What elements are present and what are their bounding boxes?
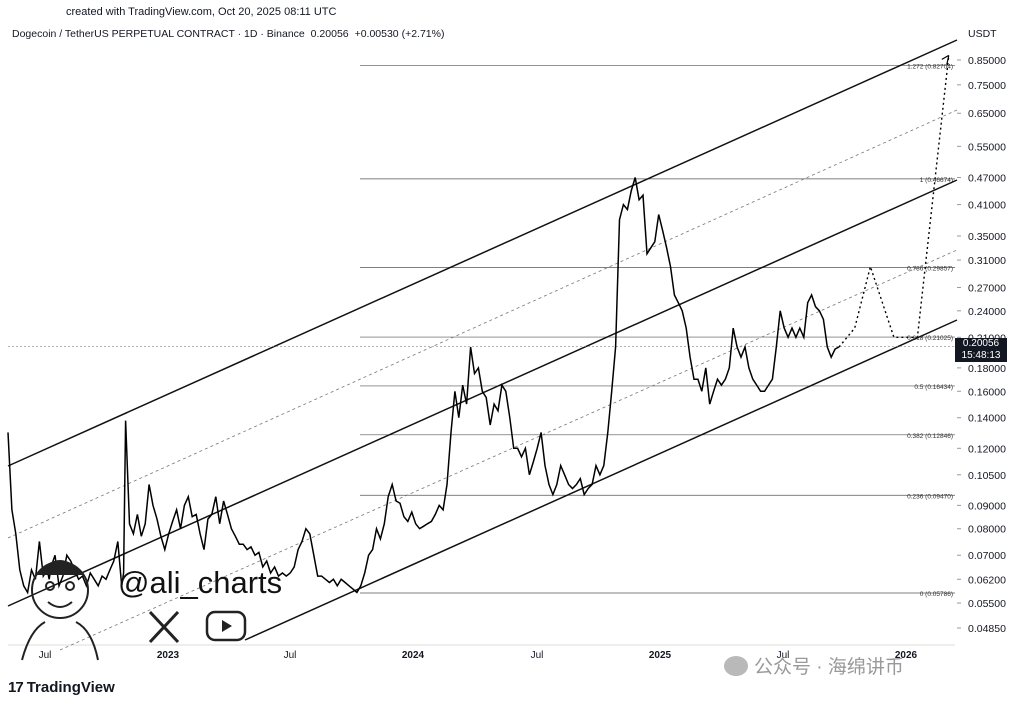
fib-level-label: 0.236 (0.09470) xyxy=(907,493,953,500)
y-tick-label: 0.04850 xyxy=(968,623,1006,635)
wechat-watermark: 公众号 · 海绵讲币 xyxy=(724,652,904,679)
y-tick-label: 0.06200 xyxy=(968,574,1006,586)
author-handle: @ali_charts xyxy=(118,565,283,600)
y-tick-label: 0.85000 xyxy=(968,55,1006,67)
price-line xyxy=(7,177,840,595)
y-tick-label: 0.24000 xyxy=(968,306,1006,318)
y-tick-label: 0.09000 xyxy=(968,500,1006,512)
x-tick-label: 2023 xyxy=(157,650,180,661)
symbol-header: Dogecoin / TetherUS PERPETUAL CONTRACT ·… xyxy=(12,28,447,40)
x-tick-label: 2025 xyxy=(649,650,672,661)
y-tick-label: 0.27000 xyxy=(968,282,1006,294)
y-tick-label: 0.05500 xyxy=(968,598,1006,610)
current-price-tag: 0.20056 15:48:13 xyxy=(955,338,1007,363)
y-tick-label: 0.31000 xyxy=(968,255,1006,267)
channel-lower xyxy=(244,319,958,641)
x-tick-label: 2026 xyxy=(895,650,918,661)
x-tick-label: Jul xyxy=(777,650,790,661)
wechat-icon xyxy=(724,655,748,676)
fib-level-label: 1 (0.46674) xyxy=(920,177,953,184)
fib-level-label: 0.382 (0.12846) xyxy=(907,433,953,440)
y-tick-label: 0.75000 xyxy=(968,80,1006,92)
current-price-value: 0.20056 xyxy=(962,338,1000,350)
y-tick-label: 0.35000 xyxy=(968,231,1006,243)
y-tick-label: 0.41000 xyxy=(968,200,1006,212)
currency-label: USDT xyxy=(968,28,997,40)
tradingview-logo: 17 TradingView xyxy=(8,679,115,696)
x-tick-label: 2024 xyxy=(402,650,425,661)
symbol-title: Dogecoin / TetherUS PERPETUAL CONTRACT ·… xyxy=(12,28,305,40)
bar-countdown: 15:48:13 xyxy=(961,350,1001,362)
created-caption: created with TradingView.com, Oct 20, 20… xyxy=(66,6,337,18)
channel-upper xyxy=(7,39,958,467)
last-price: 0.20056 xyxy=(310,28,349,40)
y-tick-label: 0.08000 xyxy=(968,524,1006,536)
x-tick-label: Jul xyxy=(531,650,544,661)
fib-level-label: 0.5 (0.16434) xyxy=(914,384,953,391)
tradingview-brand: TradingView xyxy=(26,679,115,696)
tradingview-logo-icon: 17 xyxy=(8,679,24,696)
price-change: +0.00530 (+2.71%) xyxy=(354,28,445,40)
fib-level-label: 0.786 (0.29857) xyxy=(907,266,953,273)
y-tick-label: 0.47000 xyxy=(968,173,1006,185)
y-tick-label: 0.14000 xyxy=(968,413,1006,425)
fib-level-label: 0 (0.05786) xyxy=(920,591,953,598)
projection-arrowhead xyxy=(941,54,950,65)
y-tick-label: 0.12000 xyxy=(968,443,1006,455)
x-tick-label: Jul xyxy=(284,650,297,661)
fib-level-label: 1.272 (0.82704) xyxy=(907,63,953,70)
x-tick-label: Jul xyxy=(39,650,52,661)
fib-level-label: 0.618 (0.21025) xyxy=(907,335,953,342)
y-tick-label: 0.18000 xyxy=(968,363,1006,375)
y-tick-label: 0.65000 xyxy=(968,108,1006,120)
wechat-text: 公众号 · 海绵讲币 xyxy=(754,657,904,678)
y-tick-label: 0.07000 xyxy=(968,550,1006,562)
channel-midline-lower xyxy=(59,249,958,651)
channel-midline-upper xyxy=(7,109,958,539)
projection-path xyxy=(838,55,950,348)
y-tick-label: 0.55000 xyxy=(968,141,1006,153)
y-tick-label: 0.16000 xyxy=(968,386,1006,398)
y-tick-label: 0.10500 xyxy=(968,470,1006,482)
